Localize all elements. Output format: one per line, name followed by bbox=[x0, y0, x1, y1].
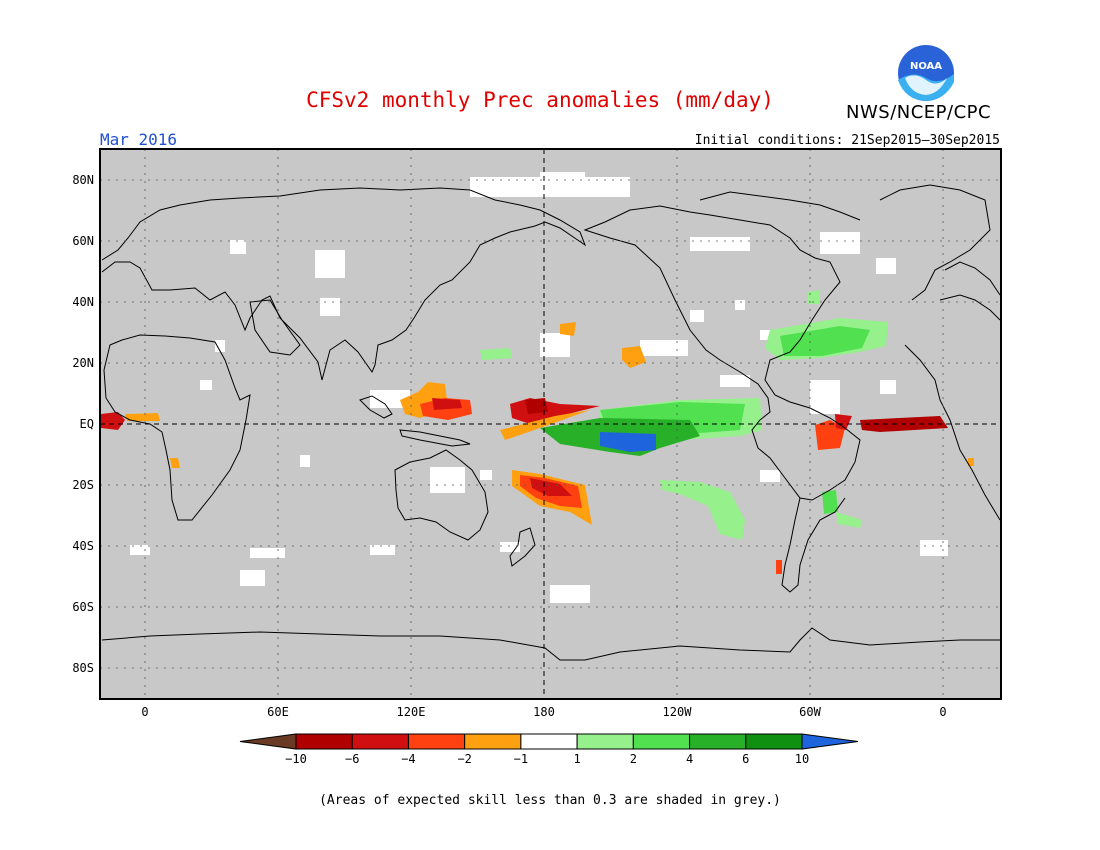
lon-label: 60W bbox=[799, 705, 821, 719]
colorbar-label: −4 bbox=[401, 752, 415, 766]
colorbar-swatch bbox=[689, 733, 747, 750]
colorbar-swatch bbox=[520, 733, 578, 750]
colorbar-swatch bbox=[632, 733, 691, 750]
wet-anomalies bbox=[480, 290, 888, 540]
colorbar-label: 2 bbox=[630, 752, 637, 766]
skill-footnote: (Areas of expected skill less than 0.3 a… bbox=[319, 793, 781, 808]
map-frame bbox=[99, 148, 1002, 700]
lat-label: 60N bbox=[72, 234, 94, 248]
colorbar-swatch bbox=[295, 733, 353, 750]
agency-label: NWS/NCEP/CPC bbox=[846, 102, 992, 123]
lat-label: 20S bbox=[72, 478, 94, 492]
coastlines bbox=[101, 184, 1001, 661]
map-title: CFSv2 monthly Prec anomalies (mm/day) bbox=[306, 88, 774, 112]
colorbar-left-arrow bbox=[239, 733, 297, 750]
colorbar-label: −6 bbox=[345, 752, 359, 766]
colorbar-swatch bbox=[351, 733, 409, 750]
lat-label: EQ bbox=[80, 417, 94, 431]
lat-label: 80N bbox=[72, 173, 94, 187]
lat-label: 40S bbox=[72, 539, 94, 553]
colorbar-label: −10 bbox=[285, 752, 307, 766]
lon-label: 0 bbox=[939, 705, 946, 719]
lon-labels: 0 60E 120E 180 120W 60W 0 bbox=[141, 705, 946, 719]
lat-label: 60S bbox=[72, 600, 94, 614]
colorbar-swatch bbox=[407, 733, 466, 750]
lon-label: 120W bbox=[663, 705, 693, 719]
lon-label: 0 bbox=[141, 705, 148, 719]
colorbar: −10 −6 −4 −2 −1 1 2 4 6 10 bbox=[239, 733, 859, 766]
reference-lines bbox=[100, 149, 1001, 699]
colorbar-label: −2 bbox=[457, 752, 471, 766]
colorbar-right-arrow bbox=[801, 733, 859, 750]
colorbar-label: −1 bbox=[514, 752, 528, 766]
noaa-logo: NOAA bbox=[896, 43, 956, 103]
svg-text:NOAA: NOAA bbox=[910, 61, 942, 72]
white-patches bbox=[130, 172, 948, 603]
colorbar-label: 1 bbox=[573, 752, 580, 766]
colorbar-label: 6 bbox=[742, 752, 749, 766]
lon-label: 180 bbox=[533, 705, 555, 719]
colorbar-swatch bbox=[464, 733, 522, 750]
lat-labels: 80N 60N 40N 20N EQ 20S 40S 60S 80S bbox=[72, 173, 94, 675]
lat-label: 40N bbox=[72, 295, 94, 309]
colorbar-swatch bbox=[576, 733, 634, 750]
lat-label: 20N bbox=[72, 356, 94, 370]
lat-label: 80S bbox=[72, 661, 94, 675]
lon-label: 120E bbox=[397, 705, 426, 719]
colorbar-label: 4 bbox=[686, 752, 693, 766]
initial-conditions: Initial conditions: 21Sep2015–30Sep2015 bbox=[694, 133, 1000, 148]
colorbar-swatch bbox=[745, 733, 803, 750]
lon-label: 60E bbox=[267, 705, 289, 719]
valid-month: Mar 2016 bbox=[100, 130, 178, 149]
colorbar-label: 10 bbox=[795, 752, 809, 766]
